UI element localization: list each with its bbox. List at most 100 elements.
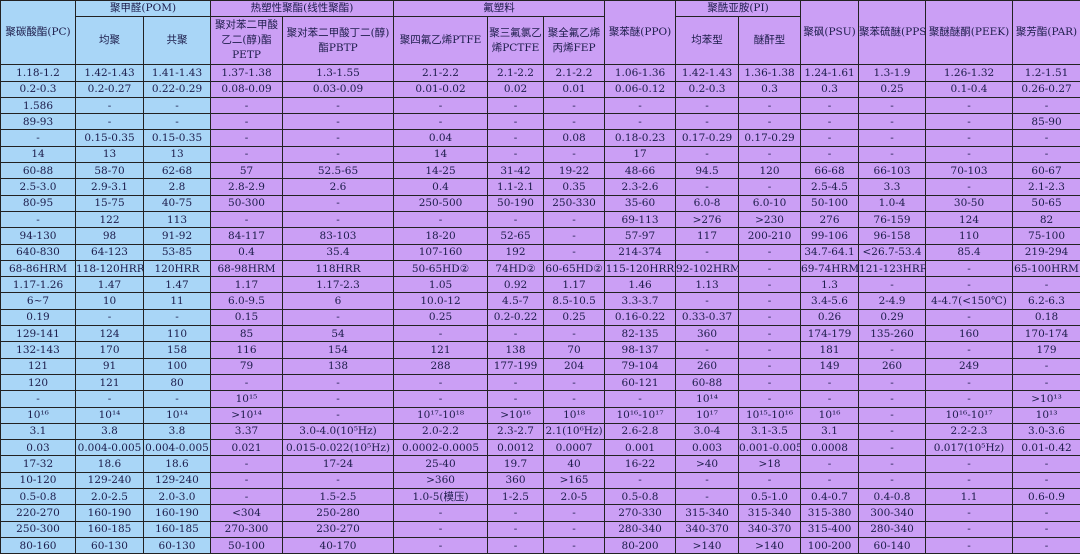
table-cell: - <box>543 325 606 343</box>
table-cell: - <box>393 520 489 538</box>
table-cell: 230-270 <box>281 520 395 538</box>
table-cell: 0.22-0.29 <box>143 80 211 98</box>
table-row: 0.19- -0.15-0.25 0.2-0.22 0.25 0.16-0.22 0.33… <box>0 308 1080 327</box>
table-cell: 1.36-1.38 <box>738 64 802 82</box>
table-cell: 138 <box>281 357 395 375</box>
table-cell: 14 <box>0 145 76 164</box>
table-cell: - <box>925 276 1014 294</box>
table-cell: 122 <box>75 210 144 229</box>
table-row: 121 91 100 79 138 288 177-199 204 79-104 260-149 2… <box>0 357 1080 375</box>
table-row: 220-270 160-190 160-190 <304 250-280- - -270-3… <box>0 504 1080 522</box>
table-cell: 340-370 <box>675 520 740 538</box>
table-cell: - <box>925 455 1014 473</box>
table-cell: 0.3 <box>738 80 802 98</box>
table-cell: 1-2.5 <box>487 488 545 506</box>
table-cell: 84-117 <box>210 227 283 245</box>
table-cell: - <box>281 113 395 131</box>
table-cell: 0.18-0.23 <box>604 129 677 147</box>
header-pi-group: 聚酰亚胺(PI) <box>675 0 802 18</box>
table-cell: 0.33-0.37 <box>675 308 740 327</box>
table-cell: - <box>281 373 395 392</box>
table-cell: - <box>281 471 395 490</box>
table-cell: 1.42-1.43 <box>675 64 740 82</box>
table-cell: 0.2-0.3 <box>0 80 76 98</box>
table-cell: - <box>675 178 740 196</box>
table-cell: 0.0008 <box>800 439 860 457</box>
table-cell: - <box>210 145 283 164</box>
table-cell: 0.15-0.35 <box>75 129 144 147</box>
table-cell: - <box>543 373 606 392</box>
table-cell: - <box>210 455 283 473</box>
table-cell: 13 <box>143 145 211 164</box>
table-cell: 0.4-0.7 <box>800 488 860 506</box>
table-row: 68-86HRM 118-120HRR 120HRR 68-98HRM 118HRR 50… <box>0 259 1080 278</box>
table-cell: 58-70 <box>75 162 144 180</box>
table-cell: - <box>487 113 545 131</box>
table-cell: - <box>281 210 395 229</box>
table-cell: - <box>210 471 283 490</box>
table-cell: - <box>543 536 606 555</box>
header-petp: 聚对苯二甲酸乙二(醇)酯PETP <box>210 16 283 66</box>
table-cell: 0.4 <box>393 178 489 196</box>
table-cell: 1.3-1.55 <box>281 64 395 82</box>
table-cell: 2.0-5 <box>543 488 606 506</box>
table-cell: 0.08 <box>543 129 606 147</box>
table-cell: 2.1(10⁶Hz) <box>543 422 606 441</box>
header-pi-ether: 醚酐型 <box>738 16 802 66</box>
table-cell: - <box>858 471 927 490</box>
table-cell: 52-65 <box>487 227 545 245</box>
table-cell: 0.0007 <box>543 439 606 457</box>
table-body: 1.18-1.2 1.42-1.43 1.41-1.43 1.37-1.38 1.3-1… <box>0 64 1080 555</box>
table-cell: - <box>393 210 489 229</box>
table-cell: 300-340 <box>858 504 927 522</box>
table-cell: 360 <box>675 325 740 343</box>
table-cell: 18-20 <box>393 227 489 245</box>
table-cell: 3.37 <box>210 422 283 441</box>
table-cell: - <box>738 292 802 310</box>
table-cell: 57-97 <box>604 227 677 245</box>
table-cell: 52.5-65 <box>281 162 395 180</box>
table-cell: 10¹³ <box>1012 406 1080 424</box>
table-cell: 100-200 <box>800 536 860 555</box>
table-cell: 121 <box>0 357 76 375</box>
table-cell: - <box>143 96 211 115</box>
table-cell: 1.0-4 <box>858 194 927 212</box>
table-cell: 69-113 <box>604 210 677 229</box>
table-cell: 2.8-2.9 <box>210 178 283 196</box>
table-cell: 0.03-0.09 <box>281 80 395 98</box>
table-cell: 270-330 <box>604 504 677 522</box>
table-row: 17-32 18.6 18.6-17-24 25-40 19.7 40 16-22 >40 >1… <box>0 455 1080 473</box>
table-cell: 99-106 <box>800 227 860 245</box>
table-cell: 2.0-2.2 <box>393 422 489 441</box>
table-cell: 14 <box>393 145 489 164</box>
table-cell: 120 <box>738 162 802 180</box>
table-cell: - <box>487 536 545 555</box>
table-cell: 3.8 <box>143 422 211 441</box>
table-cell: - <box>858 390 927 408</box>
table-cell: 76-159 <box>858 210 927 229</box>
table-cell: 2.5-3.0 <box>0 178 76 196</box>
table-cell: 121 <box>75 373 144 392</box>
table-cell: >140 <box>738 536 802 555</box>
table-cell: <26.7-53.4 <box>858 243 927 261</box>
table-cell: 250-280 <box>281 504 395 522</box>
table-cell: - <box>1012 373 1080 392</box>
table-row: 10¹⁶ 10¹⁴ 10¹⁴ >10¹⁴ -10¹⁷-10¹⁸ >10¹⁶ 10¹⁸ 10¹⁶… <box>0 406 1080 424</box>
table-cell: 10¹⁶ <box>800 406 860 424</box>
table-cell: >140 <box>675 536 740 555</box>
table-cell: 100 <box>143 357 211 375</box>
table-cell: 1.24-1.61 <box>800 64 860 82</box>
table-cell: 35.4 <box>281 243 395 261</box>
table-cell: 129-240 <box>143 471 211 490</box>
header-pom-group: 聚甲醛(POM) <box>75 0 211 18</box>
table-cell: 60-65HD② <box>543 259 606 278</box>
table-cell: - <box>1012 276 1080 294</box>
table-cell: 0.15-0.35 <box>143 129 211 147</box>
table-cell: - <box>1012 96 1080 115</box>
table-cell: - <box>675 292 740 310</box>
table-cell: 1.46 <box>604 276 677 294</box>
table-cell: - <box>487 129 545 147</box>
table-cell: 0.004-0.005 <box>75 439 144 457</box>
table-cell: 160-185 <box>143 520 211 538</box>
header-pbtp: 聚对苯二甲酸丁二(醇)酯PBTP <box>281 16 395 66</box>
